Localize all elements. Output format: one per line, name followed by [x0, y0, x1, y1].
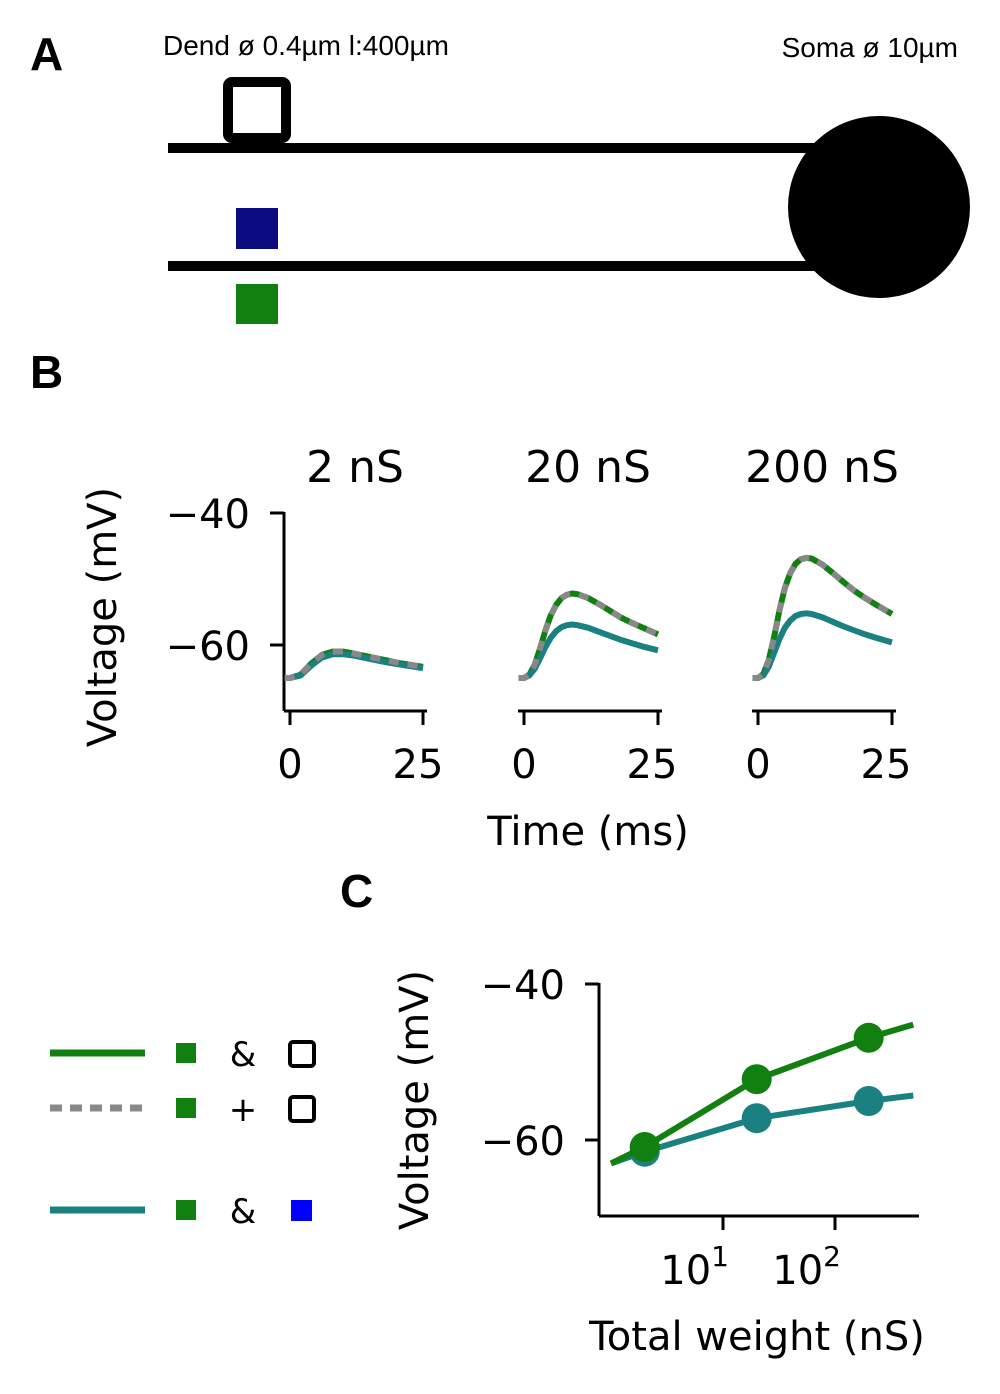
marker-solid-green	[853, 1022, 884, 1053]
panel-c-ylabel: Voltage (mV)	[392, 970, 438, 1230]
panel-c-xlabel: Total weight (nS)	[588, 1314, 925, 1360]
legend: & + &	[50, 1035, 316, 1232]
soma-label: Soma ø 10µm	[782, 32, 958, 63]
green-square-icon	[236, 284, 278, 324]
marker-solid-green	[629, 1132, 660, 1162]
panel-b-label: B	[30, 346, 63, 398]
trace-dashed-grey-200nS	[752, 554, 894, 681]
blue-square-icon	[236, 208, 278, 249]
panel-a: A Dend ø 0.4µm l:400µm Soma ø 10µm	[30, 28, 970, 324]
panel-c-traces	[609, 1021, 915, 1167]
panel-b: B 2 nS 20 nS 200 nS Voltage (mV) −40 −60…	[30, 346, 911, 855]
marker-solid-teal	[741, 1103, 772, 1134]
legend-op: &	[230, 1035, 257, 1075]
legend-green-square-icon	[176, 1043, 196, 1063]
xtick-base: 10	[660, 1248, 711, 1294]
panel-c-xtick-label: 101	[660, 1240, 729, 1294]
panel-c-label: C	[340, 865, 373, 917]
panel-b-xtick-label: 0	[511, 742, 536, 788]
legend-open-square-icon	[288, 1040, 316, 1068]
panel-a-label: A	[30, 28, 63, 80]
panel-b-traces	[284, 554, 894, 681]
legend-green-square-icon	[176, 1200, 196, 1220]
panel-b-ylabel: Voltage (mV)	[80, 487, 126, 747]
panel-b-xtick-label: 0	[277, 742, 302, 788]
subplot-title-200ns: 200 nS	[745, 442, 899, 493]
legend-op: +	[229, 1090, 258, 1130]
panel-c-ytick-label: −60	[481, 1119, 565, 1165]
xtick-base: 10	[772, 1248, 823, 1294]
xtick-exponent: 2	[823, 1240, 841, 1273]
panel-b-xtick-label: 0	[745, 742, 770, 788]
legend-open-square-icon	[288, 1095, 316, 1123]
trace-dashed-grey-2nS	[284, 648, 424, 681]
panel-b-xtick-label: 25	[393, 742, 444, 788]
panel-b-xtick-label: 25	[861, 742, 912, 788]
dendrite-label: Dend ø 0.4µm l:400µm	[163, 30, 449, 61]
legend-green-square-icon	[176, 1098, 196, 1118]
panel-b-ytick-label: −60	[166, 624, 250, 670]
panel-c: C Voltage (mV) −40 −60 101 102 Total wei…	[340, 865, 925, 1360]
marker-solid-green	[741, 1064, 772, 1095]
panel-b-ytick-label: −40	[166, 492, 250, 538]
xtick-exponent: 1	[711, 1240, 729, 1273]
legend-blue-square-icon	[291, 1200, 312, 1221]
subplot-title-2ns: 2 nS	[306, 442, 404, 493]
panel-b-xlabel: Time (ms)	[486, 809, 689, 855]
subplot-title-20ns: 20 nS	[525, 442, 651, 493]
open-square-icon	[223, 77, 291, 143]
panel-c-xtick-label: 102	[772, 1240, 841, 1294]
panel-c-ytick-label: −40	[481, 963, 565, 1009]
soma-circle	[788, 116, 970, 298]
marker-solid-teal	[853, 1086, 884, 1116]
legend-op: &	[230, 1192, 257, 1232]
trace-dashed-grey-20nS	[518, 590, 660, 681]
panel-b-xtick-label: 25	[627, 742, 678, 788]
